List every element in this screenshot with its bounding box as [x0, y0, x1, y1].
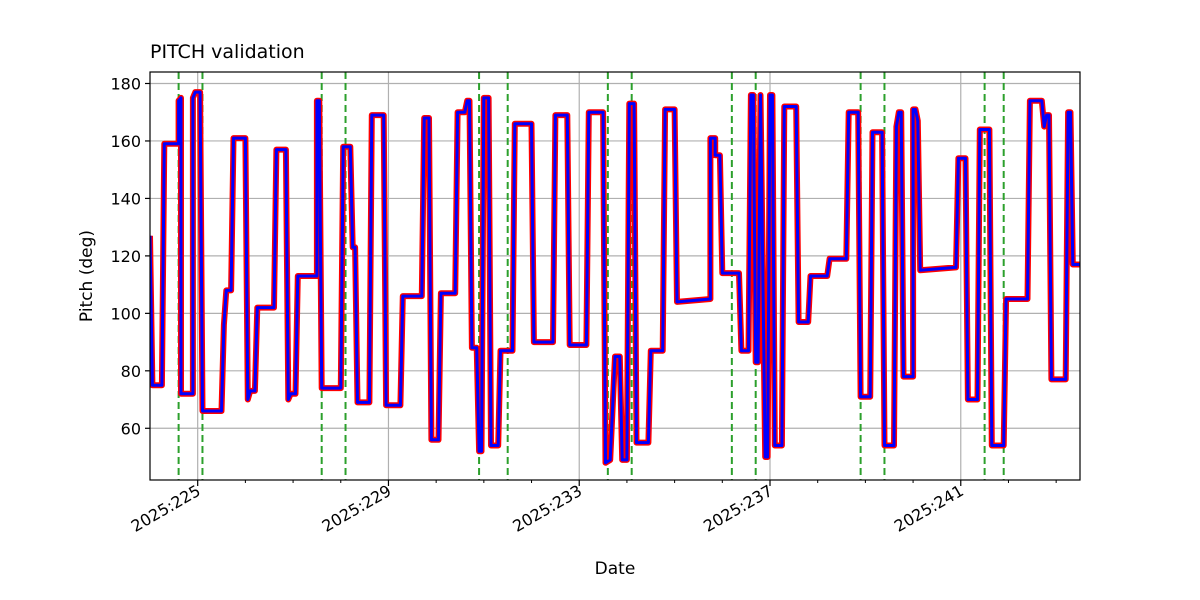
y-axis-title: Pitch (deg)	[77, 230, 97, 322]
y-tick-label: 160	[110, 132, 141, 151]
chart-title: PITCH validation	[150, 41, 305, 63]
series-lines	[150, 89, 1080, 466]
y-tick-label: 140	[110, 189, 141, 208]
y-tick-label: 60	[121, 419, 141, 438]
y-tick-label: 80	[121, 362, 141, 381]
x-axis-title: Date	[595, 559, 636, 579]
y-tick-label: 180	[110, 74, 141, 93]
pitch-line	[150, 90, 1080, 465]
y-tick-label: 100	[110, 304, 141, 323]
series-group	[150, 89, 1080, 466]
plot-frame	[149, 71, 1081, 481]
y-tick-label: 120	[110, 247, 141, 266]
